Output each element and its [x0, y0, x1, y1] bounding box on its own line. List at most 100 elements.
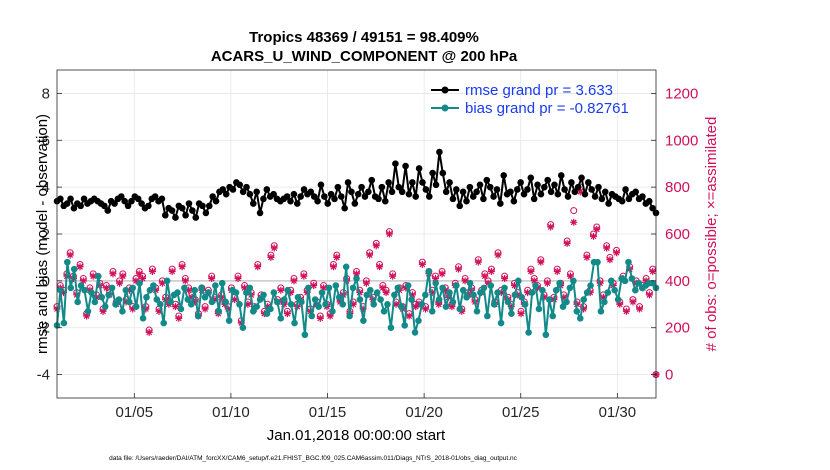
rmse-point — [161, 211, 169, 219]
bias-point — [459, 286, 467, 294]
rmse-point — [243, 183, 250, 191]
obs-assimilated-point — [530, 277, 538, 285]
rmse-point — [229, 186, 237, 193]
bias-point — [67, 284, 75, 292]
x-tick-label: 01/15 — [309, 404, 347, 421]
obs-assimilated-point — [570, 218, 578, 226]
rmse-point — [639, 193, 646, 200]
bias-point — [466, 279, 474, 287]
rmse-point — [124, 202, 132, 210]
obs-assimilated-point — [616, 300, 624, 308]
rmse-point — [80, 195, 88, 203]
bias-point — [573, 308, 581, 315]
rmse-point — [246, 190, 254, 198]
obs-possible-point — [570, 207, 578, 215]
y-right-tick-label: 200 — [665, 320, 690, 337]
obs-assimilated-point — [563, 239, 571, 247]
bias-point — [95, 272, 102, 280]
legend-bias-marker — [441, 104, 449, 112]
obs-assimilated-point — [329, 263, 337, 271]
bias-point — [411, 329, 419, 336]
bias-point — [294, 293, 302, 301]
obs-assimilated-point — [501, 275, 509, 283]
bias-point — [70, 265, 78, 273]
obs-assimilated-point — [116, 279, 124, 287]
obs-assimilated-point — [139, 275, 147, 283]
rmse-point — [605, 200, 612, 207]
obs-assimilated-point — [336, 298, 344, 306]
rmse-point — [497, 200, 504, 207]
bias-point — [346, 312, 353, 320]
obs-assimilated-point — [379, 284, 387, 292]
obs-assimilated-point — [599, 293, 607, 301]
bias-point — [322, 300, 329, 308]
rmse-point — [321, 193, 328, 200]
bias-point — [401, 322, 408, 329]
obs-assimilated-point — [392, 300, 400, 308]
bias-point — [232, 289, 240, 296]
bias-point — [353, 275, 360, 282]
obs-assimilated-point — [76, 263, 84, 271]
bias-point — [435, 296, 443, 303]
bias-point — [432, 279, 439, 287]
rmse-point — [449, 195, 457, 203]
x-tick-label: 01/10 — [212, 404, 250, 421]
rmse-point — [520, 190, 528, 198]
rmse-point — [473, 188, 480, 196]
rmse-point — [57, 195, 64, 203]
bias-point — [470, 291, 477, 299]
bias-point — [542, 331, 550, 339]
rmse-point — [571, 188, 579, 196]
rmse-point — [442, 188, 450, 196]
rmse-point — [632, 188, 639, 196]
bias-point — [556, 279, 563, 287]
bias-point — [601, 298, 608, 306]
bias-point — [649, 279, 656, 287]
bias-point — [380, 308, 388, 315]
bias-point — [88, 289, 95, 296]
obs-assimilated-point — [537, 258, 545, 266]
rmse-point — [253, 188, 260, 196]
rmse-point — [134, 195, 142, 203]
obs-assimilated-point — [132, 277, 140, 285]
legend: rmse grand pr = 3.633 bias grand pr = -0… — [431, 82, 629, 117]
bias-point — [597, 308, 605, 315]
rmse-point — [557, 172, 565, 179]
bias-point — [521, 300, 529, 308]
bias-point — [64, 258, 71, 266]
rmse-point — [645, 197, 653, 205]
rmse-point — [314, 197, 321, 205]
rmse-point — [459, 188, 467, 196]
bias-point — [305, 284, 312, 292]
rmse-point — [476, 181, 484, 189]
rmse-point — [432, 181, 440, 189]
bias-point — [115, 296, 123, 303]
rmse-point — [392, 160, 399, 168]
rmse-point — [581, 190, 589, 198]
rmse-point — [601, 188, 609, 196]
rmse-point — [270, 190, 277, 198]
bias-point — [81, 286, 88, 294]
bias-point — [446, 289, 453, 296]
bias-point — [101, 303, 109, 310]
bias-point — [136, 279, 143, 287]
bias-point — [218, 279, 226, 287]
rmse-point — [178, 204, 186, 212]
bias-point — [397, 303, 405, 310]
obs-assimilated-point — [359, 305, 367, 313]
bias-point — [339, 300, 347, 308]
bias-point — [621, 277, 629, 285]
obs-assimilated-point — [629, 298, 637, 306]
obs-assimilated-point — [376, 263, 384, 271]
rmse-point — [554, 190, 562, 198]
obs-assimilated-point — [234, 275, 242, 283]
rmse-point — [402, 162, 409, 170]
rmse-point — [199, 202, 206, 210]
bias-point — [480, 284, 488, 292]
obs-assimilated-point — [405, 312, 413, 320]
left-y-axis-label: rmse and bias (model - observation) — [34, 114, 51, 354]
rmse-point — [185, 200, 193, 207]
obs-assimilated-point — [333, 253, 341, 261]
obs-assimilated-point — [135, 270, 143, 278]
y-left-tick-label: 6 — [42, 132, 50, 149]
